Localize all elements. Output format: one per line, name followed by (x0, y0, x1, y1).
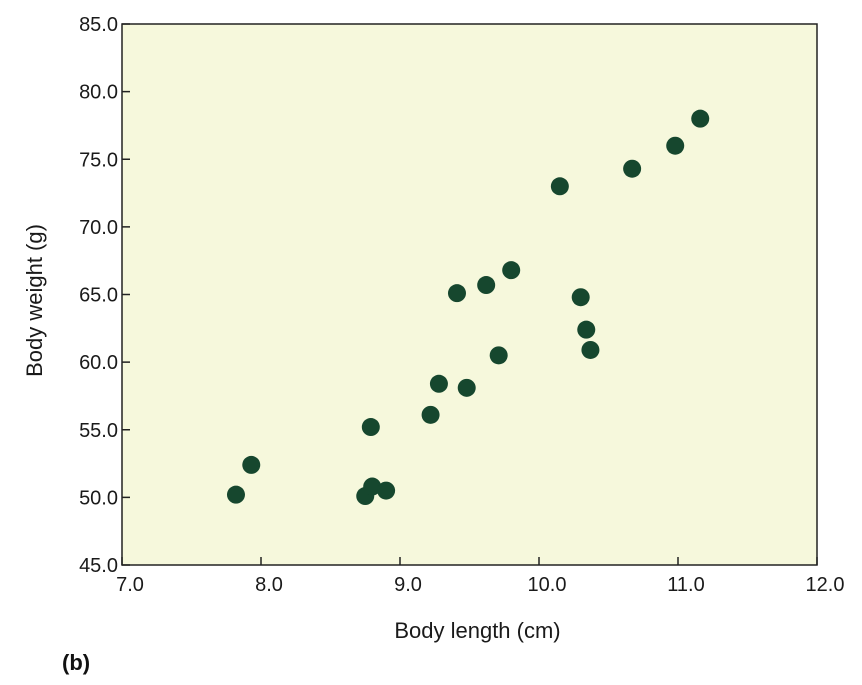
x-tick-label: 12.0 (806, 574, 845, 596)
data-point (421, 405, 440, 424)
data-point (502, 261, 521, 280)
plot-area (121, 23, 818, 566)
data-point (489, 346, 508, 365)
panel-label: (b) (62, 650, 91, 675)
data-point (571, 288, 590, 307)
y-tick-label: 55.0 (79, 420, 118, 442)
data-point (623, 159, 642, 178)
x-axis-label: Body length (cm) (394, 618, 560, 643)
data-point (429, 374, 448, 393)
y-tick-label: 65.0 (79, 285, 118, 307)
x-tick-label: 10.0 (528, 574, 567, 596)
data-point (691, 109, 710, 128)
x-axis: 7.0 8.0 9.0 10.0 11.0 12.0 (116, 557, 844, 596)
x-tick-label: 11.0 (667, 574, 704, 596)
data-point (226, 485, 245, 504)
y-tick-label: 85.0 (79, 14, 118, 36)
y-tick-label: 45.0 (79, 555, 118, 577)
x-tick-label: 7.0 (116, 574, 144, 596)
data-point (477, 276, 496, 295)
y-axis-label: Body weight (g) (22, 224, 47, 377)
y-axis: 45.0 50.0 55.0 60.0 65.0 70.0 75.0 80.0 85.0 (79, 14, 130, 577)
data-point (377, 481, 396, 500)
y-tick-label: 80.0 (79, 82, 118, 104)
x-tick-label: 8.0 (255, 574, 283, 596)
y-tick-label: 60.0 (79, 352, 118, 374)
data-points (226, 109, 710, 506)
data-point (457, 378, 476, 397)
data-point (577, 320, 596, 339)
data-point (581, 340, 600, 359)
data-point (550, 177, 569, 196)
data-point (447, 284, 466, 303)
y-tick-label: 75.0 (79, 149, 118, 171)
data-point (363, 477, 382, 496)
data-point (361, 418, 380, 437)
y-tick-label: 50.0 (79, 487, 118, 509)
y-tick-label: 70.0 (79, 217, 118, 239)
data-point (666, 136, 685, 155)
data-point (242, 455, 261, 474)
x-tick-label: 9.0 (394, 574, 422, 596)
